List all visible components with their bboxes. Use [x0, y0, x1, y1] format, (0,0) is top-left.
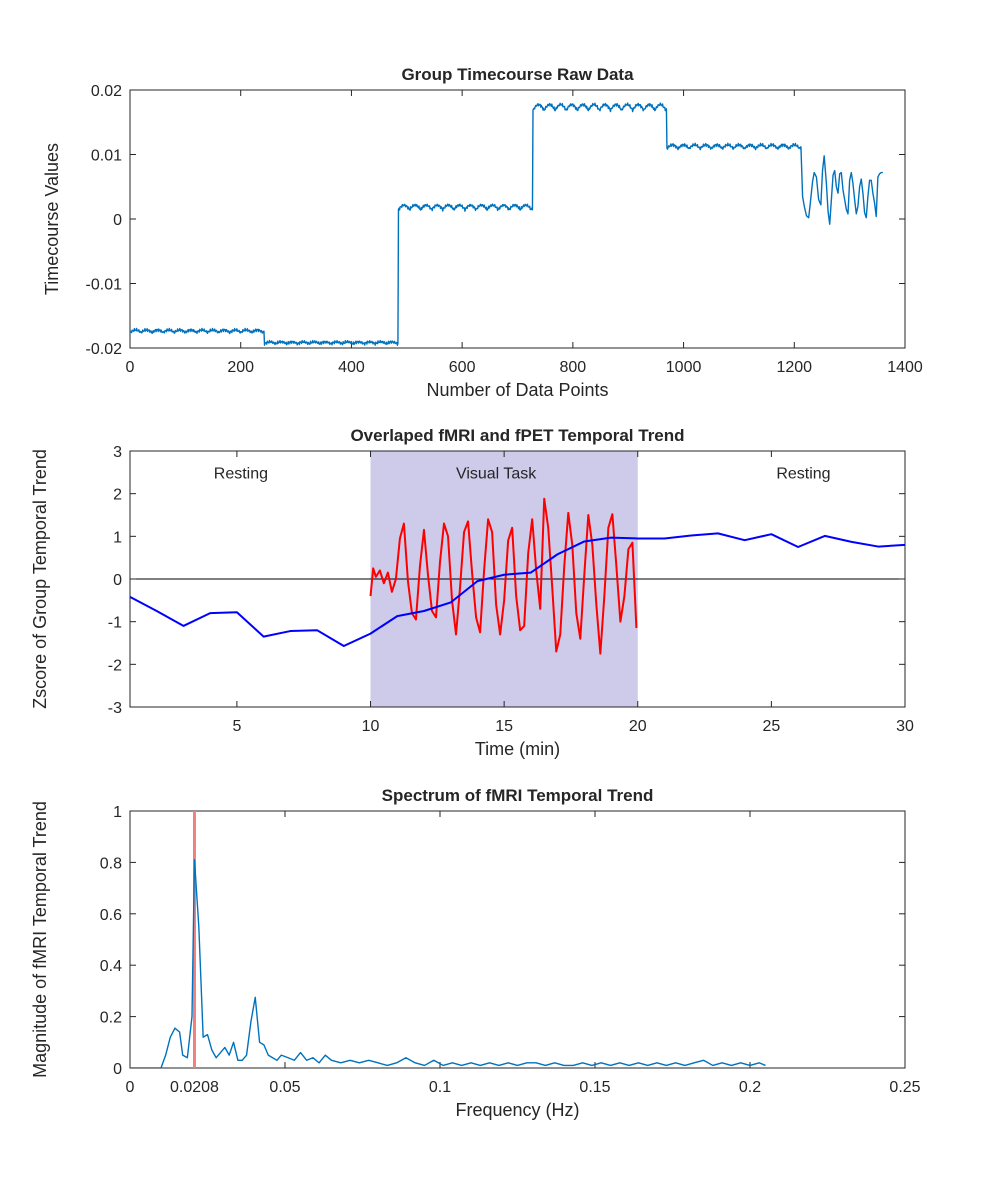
x-tick-label: 400: [338, 359, 365, 376]
x-tick-label: 15: [495, 718, 513, 735]
y-tick-label: 1: [113, 804, 122, 821]
y-tick-label: -0.01: [86, 277, 123, 294]
y-tick-label: 0.01: [91, 148, 122, 165]
x-axis-label-1: Number of Data Points: [426, 380, 608, 400]
x-tick-label: 0.1: [429, 1079, 451, 1096]
raw-timecourse-line: [130, 102, 883, 346]
chart-title-1: Group Timecourse Raw Data: [401, 65, 634, 84]
y-tick-label: -1: [108, 615, 122, 632]
x-tick-label: 600: [449, 359, 476, 376]
y-tick-label: -3: [108, 700, 122, 717]
y-tick-label: 0.6: [100, 907, 122, 924]
x-tick-label: 1400: [887, 359, 923, 376]
x-tick-label: 0.2: [739, 1079, 761, 1096]
x-tick-label: 0.15: [579, 1079, 610, 1096]
x-tick-label: 25: [762, 718, 780, 735]
y-tick-label: -2: [108, 657, 122, 674]
region-label-3: Resting: [776, 465, 830, 482]
x-axis-label-3: Frequency (Hz): [455, 1100, 579, 1120]
y-tick-label: 3: [113, 444, 122, 461]
y-tick-label: 0.02: [91, 83, 122, 100]
y-axis-label-2: Zscore of Group Temporal Trend: [30, 449, 50, 709]
y-axis-label-3: Magnitude of fMRI Temporal Trend: [30, 801, 50, 1078]
x-tick-label: 1000: [666, 359, 702, 376]
y-tick-label: 0: [113, 572, 122, 589]
x-tick-label: 1200: [776, 359, 812, 376]
fpet-series-line: [130, 532, 905, 647]
y-tick-label: 0.4: [100, 958, 122, 975]
y-tick-label: 0: [113, 212, 122, 229]
x-tick-label: 0: [126, 359, 135, 376]
y-tick-label: 2: [113, 487, 122, 504]
x-tick-label: 200: [227, 359, 254, 376]
x-tick-label: 20: [629, 718, 647, 735]
axes-box-3: [129, 810, 906, 1069]
y-tick-label: 0.2: [100, 1010, 122, 1027]
chart-title-2: Overlaped fMRI and fPET Temporal Trend: [350, 426, 684, 445]
y-tick-label: 0.8: [100, 855, 122, 872]
x-tick-label: 0.25: [889, 1079, 920, 1096]
x-axis-label-2: Time (min): [475, 739, 560, 759]
x-tick-label: 0.05: [269, 1079, 300, 1096]
chart-title-3: Spectrum of fMRI Temporal Trend: [382, 786, 654, 805]
region-label-1: Resting: [214, 465, 268, 482]
x-tick-label: 5: [232, 718, 241, 735]
x-tick-label: 10: [362, 718, 380, 735]
x-tick-label: 30: [896, 718, 914, 735]
x-tick-label: 800: [560, 359, 587, 376]
y-tick-label: 1: [113, 529, 122, 546]
y-tick-label: -0.02: [86, 341, 123, 358]
y-tick-label: 0: [113, 1061, 122, 1078]
x-tick-label: 0.0208: [170, 1079, 219, 1096]
y-axis-label-1: Timecourse Values: [42, 143, 62, 295]
region-label-2: Visual Task: [456, 465, 537, 482]
axes-box-1: [129, 89, 906, 349]
x-tick-label: 0: [126, 1079, 135, 1096]
spectrum-line: [130, 859, 766, 1068]
